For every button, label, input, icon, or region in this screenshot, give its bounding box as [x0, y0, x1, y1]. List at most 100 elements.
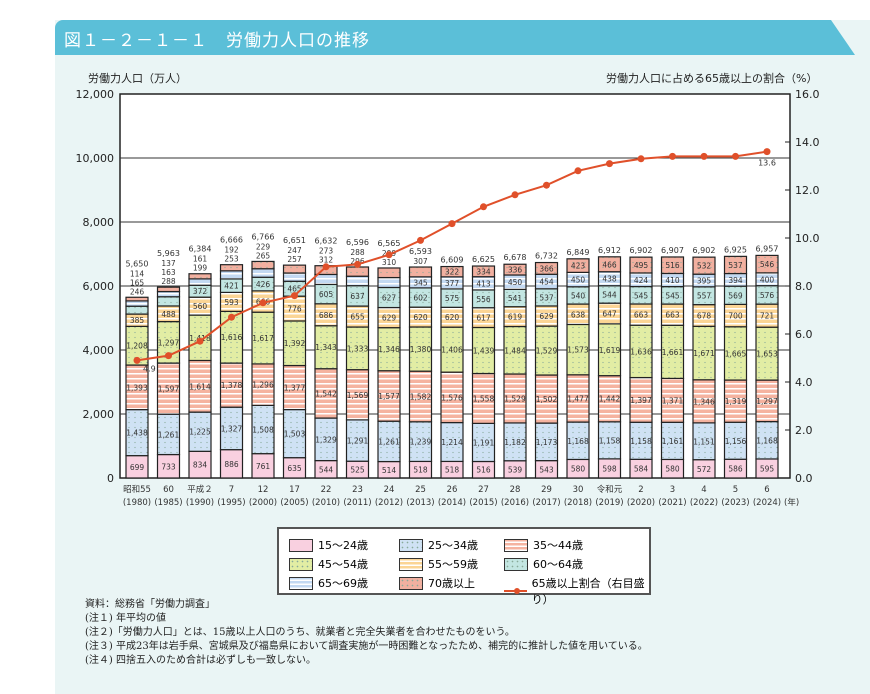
y2-tick-label: 12.0 — [795, 184, 820, 197]
share-65plus-point — [480, 203, 487, 211]
segment-value-label: 638 — [571, 310, 586, 319]
segment-value-label: 593 — [224, 298, 239, 307]
bar-segment — [755, 254, 779, 274]
segment-value-label: 1,484 — [504, 346, 526, 355]
segment-value-label: 602 — [413, 294, 428, 303]
segment-value-label: 1,261 — [378, 437, 400, 446]
legend-item-line: 65歳以上割合（右目盛り） — [504, 575, 649, 607]
segment-value-label: 1,158 — [599, 436, 621, 445]
legend-item: 15～24歳 — [289, 537, 368, 553]
total-label: 6,632 — [315, 237, 338, 246]
legend-label: 35～44歳 — [533, 539, 583, 552]
segment-value-label: 540 — [571, 291, 586, 300]
x-year-label: (2018) — [564, 498, 592, 508]
segment-value-label: 1,377 — [284, 384, 306, 393]
segment-value-label: 537 — [728, 261, 743, 270]
segment-value-label: 1,477 — [567, 394, 589, 403]
y-tick-label: 10,000 — [76, 152, 115, 165]
segment-value-label: 1,529 — [536, 347, 558, 356]
legend-item: 45～54歳 — [289, 556, 368, 572]
segment-value-label: 1,529 — [504, 394, 526, 403]
share-65plus-point — [574, 167, 582, 175]
segment-value-label: 686 — [319, 311, 334, 320]
note-1: (注１) 年平均の値 — [85, 613, 166, 624]
segment-value-label: 620 — [413, 313, 428, 322]
segment-value-label: 423 — [571, 262, 586, 271]
segment-value-label: 1,297 — [158, 338, 180, 347]
y-tick-label: 4,000 — [83, 344, 115, 357]
bar-segment — [723, 255, 748, 275]
segment-value-label: 421 — [224, 282, 239, 291]
bar-segment — [282, 272, 307, 282]
segment-value-label: 576 — [760, 291, 775, 300]
legend-swatch — [399, 576, 423, 590]
segment-value-label: 1,168 — [756, 436, 778, 445]
segment-value-label: 1,616 — [221, 333, 243, 342]
segment-value-label: 1,573 — [567, 346, 589, 355]
bar-segment — [219, 270, 244, 280]
share-65plus-point — [291, 292, 298, 300]
segment-value-label: 1,156 — [725, 437, 747, 446]
segment-value-label: 1,614 — [189, 382, 211, 391]
segment-value-label: 1,346 — [693, 397, 715, 406]
y2-tick-label: 14.0 — [795, 136, 820, 149]
segment-value-label: 1,161 — [662, 437, 684, 446]
x-year-label: (2000) — [249, 498, 277, 508]
segment-value-label: 1,239 — [410, 438, 432, 447]
x-year-label: (2015) — [469, 498, 497, 508]
segment-value-label: 310 — [382, 258, 397, 267]
share-65plus-point — [669, 152, 676, 160]
bar-stack: 543 1,173 1,502 1,529 629 537 454 366 6,732 — [534, 252, 559, 479]
x-year-label: (2014) — [438, 498, 466, 508]
segment-value-label: 1,261 — [158, 430, 180, 439]
segment-value-label: 495 — [634, 261, 649, 270]
bar-segment — [314, 273, 338, 286]
legend-item: 35～44歳 — [504, 537, 583, 553]
bar-segment — [597, 256, 622, 273]
segment-value-label: 410 — [665, 276, 680, 285]
legend-line-icon — [504, 588, 527, 594]
segment-value-label: 525 — [350, 466, 365, 475]
notes: 資料：総務省「労働力調査」 (注１) 年平均の値 (注２)「労働力人口」とは、1… — [85, 598, 648, 668]
segment-value-label: 1,508 — [252, 426, 274, 435]
segment-value-label: 543 — [539, 465, 554, 474]
segment-value-label: 288 — [161, 277, 176, 286]
segment-value-label: 1,619 — [599, 346, 621, 355]
segment-value-label: 1,291 — [347, 437, 369, 446]
x-tick-label: 29 — [541, 485, 552, 495]
segment-value-label: 1,214 — [441, 438, 463, 447]
segment-value-label: 199 — [193, 264, 208, 273]
segment-value-label: 514 — [382, 466, 397, 475]
total-label: 6,651 — [283, 236, 306, 245]
total-label: 5,650 — [126, 259, 149, 268]
segment-value-label: 229 — [256, 242, 271, 251]
segment-value-label: 532 — [697, 262, 712, 271]
bar-segment — [377, 267, 401, 279]
bar-segment — [566, 258, 590, 273]
share-65plus-point — [133, 356, 141, 364]
share-65plus-point — [417, 236, 424, 244]
segment-value-label: 1,442 — [599, 395, 621, 404]
segment-value-label: 721 — [760, 312, 775, 321]
segment-value-label: 1,151 — [693, 437, 715, 446]
total-label: 6,902 — [630, 246, 653, 255]
y2-tick-label: 10.0 — [795, 232, 820, 245]
segment-value-label: 413 — [476, 279, 491, 288]
total-label: 6,849 — [567, 248, 590, 257]
x-year-label: (1995) — [217, 498, 245, 508]
x-year-label: (2013) — [406, 498, 434, 508]
segment-value-label: 678 — [697, 311, 712, 320]
segment-value-label: 1,542 — [315, 389, 337, 398]
x-tick-label: 6 — [764, 485, 769, 495]
segment-value-label: 569 — [728, 291, 743, 300]
bar-segment — [345, 266, 370, 277]
x-year-label: (2012) — [375, 498, 403, 508]
legend-swatch — [289, 538, 313, 552]
x-year-label: (2022) — [690, 498, 718, 508]
segment-value-label: 545 — [634, 291, 649, 300]
segment-value-label: 537 — [539, 293, 554, 302]
x-tick-label: 2 — [638, 485, 643, 495]
